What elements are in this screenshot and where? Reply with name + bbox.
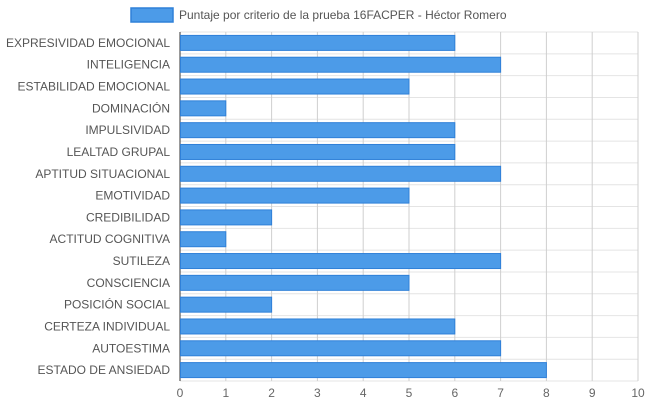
category-label: SUTILEZA	[113, 254, 170, 268]
bar[interactable]	[180, 56, 502, 73]
bar[interactable]	[180, 165, 502, 182]
bar[interactable]	[180, 100, 227, 117]
legend-label[interactable]: Puntaje por criterio de la prueba 16FACP…	[179, 8, 507, 22]
bar[interactable]	[180, 340, 502, 357]
bar[interactable]	[180, 362, 547, 379]
bar[interactable]	[180, 209, 273, 226]
category-label: IMPULSIVIDAD	[85, 123, 170, 137]
x-tick-label: 1	[222, 386, 229, 400]
x-tick-label: 3	[314, 386, 321, 400]
x-tick-label: 6	[451, 386, 458, 400]
bar[interactable]	[180, 318, 456, 335]
category-label: INTELIGENCIA	[87, 58, 170, 72]
bar[interactable]	[180, 274, 410, 291]
x-axis-ticks: 0 1 2 3 4 5 6 7 8 9 10	[177, 386, 645, 400]
bar[interactable]	[180, 187, 410, 204]
bar[interactable]	[180, 122, 456, 139]
bar[interactable]	[180, 231, 227, 248]
legend[interactable]: Puntaje por criterio de la prueba 16FACP…	[130, 7, 507, 23]
x-tick-label: 4	[360, 386, 367, 400]
category-label: APTITUD SITUACIONAL	[35, 167, 170, 181]
category-label: CREDIBILIDAD	[86, 210, 170, 224]
x-tick-label: 8	[543, 386, 550, 400]
bar[interactable]	[180, 143, 456, 160]
category-label: CONSCIENCIA	[87, 276, 170, 290]
bar[interactable]	[180, 34, 456, 51]
category-label: ESTABILIDAD EMOCIONAL	[18, 80, 171, 94]
x-tick-label: 0	[177, 386, 184, 400]
legend-swatch[interactable]	[130, 7, 174, 23]
category-label: ESTADO DE ANSIEDAD	[38, 363, 171, 377]
category-label: POSICIÓN SOCIAL	[64, 297, 170, 312]
x-tick-label: 10	[631, 386, 645, 400]
category-label: LEALTAD GRUPAL	[67, 145, 171, 159]
x-tick-label: 9	[589, 386, 596, 400]
bars	[180, 34, 547, 379]
x-tick-label: 5	[406, 386, 413, 400]
category-label: EXPRESIVIDAD EMOCIONAL	[6, 36, 170, 50]
bar[interactable]	[180, 296, 273, 313]
category-labels: EXPRESIVIDAD EMOCIONAL INTELIGENCIA ESTABI…	[6, 36, 170, 377]
category-label: ACTITUD COGNITIVA	[50, 232, 170, 246]
x-tick-label: 7	[497, 386, 504, 400]
bar[interactable]	[180, 253, 502, 270]
category-label: EMOTIVIDAD	[95, 189, 170, 203]
category-label: AUTOESTIMA	[92, 341, 170, 355]
category-label: CERTEZA INDIVIDUAL	[44, 319, 170, 333]
x-tick-label: 2	[268, 386, 275, 400]
bar[interactable]	[180, 78, 410, 95]
category-label: DOMINACIÓN	[92, 100, 170, 115]
